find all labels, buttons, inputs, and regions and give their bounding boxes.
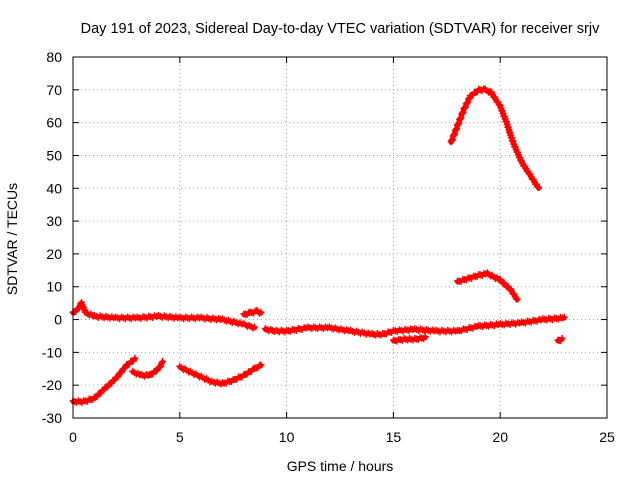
- series-arc-near-zero-b: [261, 313, 568, 339]
- data-point: [459, 108, 467, 116]
- data-point: [114, 373, 122, 381]
- y-tick-label: 0: [54, 312, 62, 328]
- data-point: [534, 183, 542, 191]
- series-high-peak-arc: [447, 85, 543, 191]
- data-point: [485, 270, 493, 278]
- data-point: [131, 354, 139, 362]
- series-arc-3-4h: [129, 357, 167, 380]
- data-point: [558, 334, 566, 342]
- data-point: [490, 273, 498, 281]
- y-tick-label: 10: [46, 279, 62, 295]
- data-point: [421, 333, 429, 341]
- axis-ticks: 0 5 10 15 20 25 -30 -20 -10 0 10 20 30 40 50 60 70 80: [42, 49, 615, 445]
- plot-frame: [72, 56, 608, 419]
- data-point: [487, 272, 495, 280]
- series-short-arc-15h: [389, 333, 429, 345]
- data-point: [453, 125, 461, 133]
- data-point: [156, 363, 164, 371]
- data-point: [157, 362, 165, 370]
- data-point: [257, 361, 265, 369]
- series-arc-near-zero-a: [69, 298, 259, 332]
- data-point: [451, 130, 459, 138]
- data-point: [450, 131, 458, 139]
- data-point: [257, 308, 265, 316]
- data-point: [461, 104, 469, 112]
- data-point: [461, 103, 469, 111]
- series-short-arc-8h: [240, 307, 265, 319]
- series-arc-rising-negative: [69, 354, 139, 406]
- data-point: [256, 309, 264, 317]
- data-point: [513, 295, 521, 303]
- data-point: [448, 137, 456, 145]
- data-point: [456, 115, 464, 123]
- data-point: [483, 269, 491, 277]
- y-tick-label: -30: [42, 410, 62, 426]
- data-point: [454, 120, 462, 128]
- y-tick-label: 70: [46, 82, 62, 98]
- data-point: [476, 86, 484, 94]
- data-point: [74, 304, 82, 312]
- y-tick-label: 20: [46, 246, 62, 262]
- data-point: [251, 323, 259, 331]
- data-point: [458, 109, 466, 117]
- data-point: [483, 87, 491, 95]
- y-axis-label: SDTVAR / TECUs: [4, 183, 20, 295]
- x-tick-label: 25: [599, 429, 615, 445]
- data-point: [464, 98, 472, 106]
- x-tick-label: 20: [492, 429, 508, 445]
- chart-title: Day 191 of 2023, Sidereal Day-to-day VTE…: [81, 21, 600, 37]
- data-series: [69, 85, 568, 406]
- series-point-22.8h: [554, 334, 566, 345]
- data-point: [448, 135, 456, 143]
- data-point: [463, 99, 471, 107]
- data-point: [249, 365, 257, 373]
- x-axis-label: GPS time / hours: [287, 458, 394, 474]
- data-point: [560, 313, 568, 321]
- data-point: [452, 126, 460, 134]
- y-tick-label: 50: [46, 147, 62, 163]
- x-tick-label: 15: [386, 429, 402, 445]
- x-tick-label: 5: [176, 429, 184, 445]
- data-point: [535, 183, 543, 191]
- data-point: [455, 119, 463, 127]
- data-point: [255, 362, 263, 370]
- y-tick-label: 80: [46, 49, 62, 65]
- y-tick-label: 30: [46, 213, 62, 229]
- y-tick-label: -10: [42, 344, 62, 360]
- x-tick-label: 0: [69, 429, 77, 445]
- data-point: [481, 85, 489, 93]
- series-arc-5-9h: [176, 361, 265, 388]
- y-tick-label: 40: [46, 180, 62, 196]
- x-tick-label: 10: [279, 429, 295, 445]
- y-tick-label: 60: [46, 115, 62, 131]
- data-point: [118, 368, 126, 376]
- data-point: [465, 95, 473, 103]
- data-point: [491, 275, 499, 283]
- data-point: [488, 271, 496, 279]
- data-point: [159, 357, 167, 365]
- y-tick-label: -20: [42, 377, 62, 393]
- data-point: [457, 114, 465, 122]
- series-mid-peak-arc: [453, 269, 521, 303]
